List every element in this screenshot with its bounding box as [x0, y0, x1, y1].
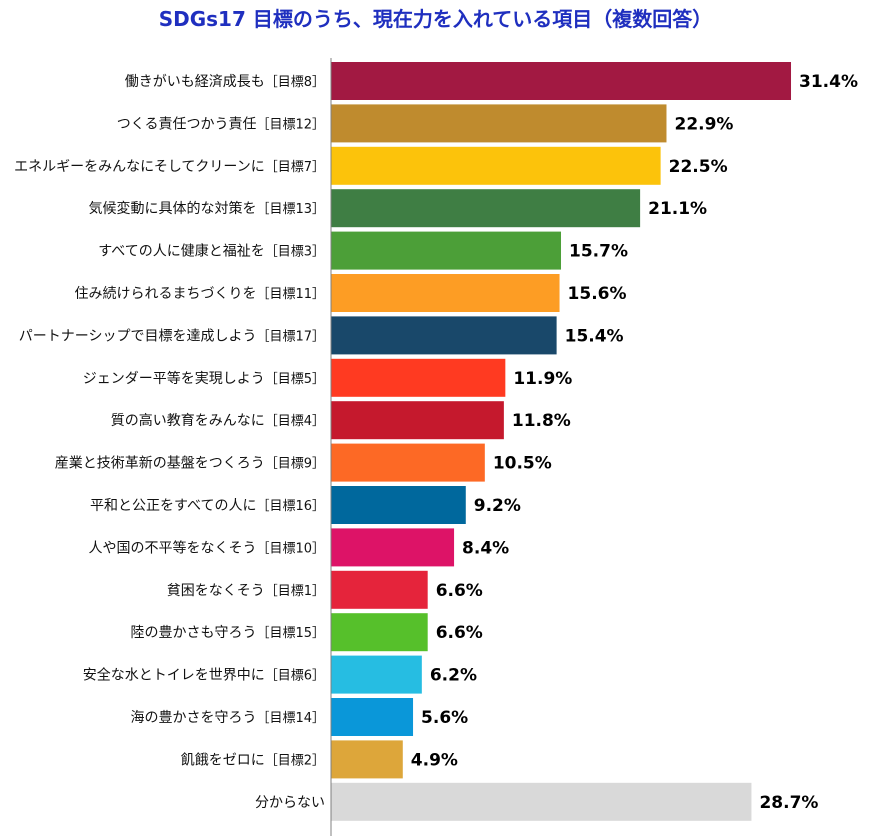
bar-15	[331, 655, 422, 694]
bar-5	[331, 231, 562, 270]
bar-9	[331, 401, 504, 440]
category-label: 気候変動に具体的な対策を［目標13］	[88, 200, 325, 217]
category-name: 貧困をなくそう	[167, 583, 265, 599]
category-label: ジェンダー平等を実現しよう［目標5］	[83, 370, 325, 387]
value-label: 11.9%	[513, 369, 572, 389]
bar-12	[331, 528, 455, 567]
goal-number: ［目標17］	[256, 329, 325, 344]
category-label: 人や国の不平等をなくそう［目標10］	[88, 539, 325, 556]
category-label: 海の豊かさを守ろう［目標14］	[130, 710, 325, 726]
category-name: 人や国の不平等をなくそう	[88, 539, 256, 556]
goal-number: ［目標10］	[256, 541, 325, 556]
category-label: つくる責任つかう責任［目標12］	[117, 116, 325, 132]
value-label: 15.6%	[568, 284, 627, 304]
value-label: 22.9%	[674, 114, 733, 134]
goal-number: ［目標7］	[265, 160, 325, 175]
category-label: 飢餓をゼロに［目標2］	[181, 751, 325, 768]
bar-6	[331, 274, 560, 312]
value-label: 21.1%	[648, 199, 707, 219]
category-name: 海の豊かさを守ろう	[130, 710, 256, 726]
value-label: 15.4%	[565, 326, 624, 346]
category-name: 陸の豊かさも守ろう	[130, 625, 256, 641]
category-name: ジェンダー平等を実現しよう	[83, 370, 265, 387]
category-label: 働きがいも経済成長も［目標8］	[125, 74, 325, 90]
category-name: 産業と技術革新の基盤をつくろう	[55, 455, 265, 472]
value-label: 6.6%	[436, 581, 483, 601]
goal-number: ［目標3］	[265, 245, 325, 260]
goal-number: ［目標12］	[256, 117, 325, 132]
category-label: すべての人に健康と福祉を［目標3］	[98, 243, 325, 260]
goal-number: ［目標9］	[265, 457, 325, 472]
goal-number: ［目標5］	[265, 372, 325, 387]
goal-number: ［目標14］	[256, 711, 325, 726]
category-name: すべての人に健康と福祉を	[98, 243, 264, 260]
value-labels: 31.4% 22.9% 22.5% 21.1% 15.7% 15.6% 15.4% 11.9%…	[411, 72, 858, 813]
bar-7	[331, 316, 557, 355]
value-label: 5.6%	[421, 708, 468, 728]
bar-10	[331, 443, 485, 482]
category-label: パートナーシップで目標を達成しよう［目標17］	[19, 328, 325, 344]
bar-16	[331, 698, 414, 736]
value-label: 28.7%	[759, 793, 818, 813]
goal-number: ［目標4］	[265, 414, 325, 429]
category-label: 分からない	[255, 795, 325, 811]
value-label: 6.6%	[436, 623, 483, 643]
bar-17	[331, 740, 403, 779]
bar-2	[331, 104, 667, 143]
category-label: 貧困をなくそう［目標1］	[167, 583, 325, 599]
category-label: 陸の豊かさも守ろう［目標15］	[130, 625, 325, 641]
value-label: 8.4%	[462, 538, 509, 558]
bar-8	[331, 358, 506, 397]
value-label: 31.4%	[799, 72, 858, 92]
goal-number: ［目標11］	[256, 287, 325, 302]
goal-number: ［目標8］	[265, 75, 325, 90]
category-name: つくる責任つかう責任	[117, 116, 257, 132]
category-name: エネルギーをみんなにそしてクリーンに	[14, 159, 265, 175]
category-label: 安全な水とトイレを世界中に［目標6］	[83, 667, 325, 684]
category-name: 分からない	[255, 795, 325, 811]
category-name: 質の高い教育をみんなに	[111, 412, 265, 429]
bar-11	[331, 486, 466, 524]
value-label: 22.5%	[669, 157, 728, 177]
category-label: 平和と公正をすべての人に［目標16］	[90, 498, 325, 514]
value-label: 15.7%	[569, 242, 628, 262]
category-name: 平和と公正をすべての人に	[90, 498, 256, 514]
value-label: 9.2%	[474, 496, 521, 516]
bar-4	[331, 189, 641, 228]
value-label: 4.9%	[411, 750, 458, 770]
bar-14	[331, 613, 428, 652]
goal-number: ［目標13］	[256, 202, 325, 217]
category-name: 気候変動に具体的な対策を	[88, 200, 256, 217]
bar-3	[331, 146, 661, 185]
category-name: 飢餓をゼロに	[181, 751, 265, 768]
category-label: エネルギーをみんなにそしてクリーンに［目標7］	[14, 159, 325, 175]
bar-13	[331, 570, 428, 609]
goal-number: ［目標1］	[265, 584, 325, 599]
value-label: 10.5%	[493, 454, 552, 474]
category-label: 質の高い教育をみんなに［目標4］	[111, 412, 325, 429]
bar-18	[331, 782, 752, 821]
category-name: パートナーシップで目標を達成しよう	[19, 328, 257, 344]
value-label: 11.8%	[512, 411, 571, 431]
category-label: 住み続けられるまちづくりを［目標11］	[74, 285, 325, 302]
bar-1	[331, 62, 792, 100]
value-label: 6.2%	[430, 666, 477, 686]
category-name: 住み続けられるまちづくりを	[74, 285, 256, 302]
chart-title: SDGs17 目標のうち、現在力を入れている項目（複数回答）	[158, 7, 713, 31]
category-name: 働きがいも経済成長も	[125, 74, 265, 90]
goal-number: ［目標6］	[265, 669, 325, 684]
goal-number: ［目標15］	[256, 626, 325, 641]
goal-number: ［目標16］	[256, 499, 325, 514]
category-name: 安全な水とトイレを世界中に	[83, 667, 265, 684]
category-label: 産業と技術革新の基盤をつくろう［目標9］	[55, 455, 325, 472]
category-labels: 働きがいも経済成長も［目標8］ つくる責任つかう責任［目標12］ エネルギーをみんな…	[14, 74, 325, 811]
goal-number: ［目標2］	[265, 753, 325, 768]
bars	[331, 62, 792, 821]
